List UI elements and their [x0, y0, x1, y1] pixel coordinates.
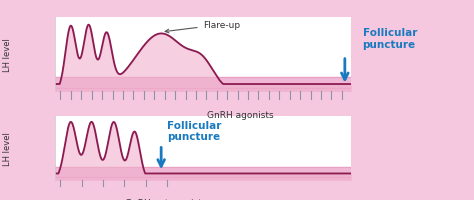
- Text: GnRH agonists: GnRH agonists: [207, 110, 274, 119]
- Text: Follicular
puncture: Follicular puncture: [363, 28, 417, 50]
- Text: GnRH antagonists: GnRH antagonists: [125, 198, 207, 200]
- Text: LH level: LH level: [3, 131, 11, 165]
- Bar: [55, 167, 351, 180]
- Bar: [55, 77, 351, 92]
- Text: Follicular
puncture: Follicular puncture: [167, 120, 221, 142]
- Text: Flare-up: Flare-up: [165, 21, 240, 34]
- Text: LH level: LH level: [3, 38, 11, 72]
